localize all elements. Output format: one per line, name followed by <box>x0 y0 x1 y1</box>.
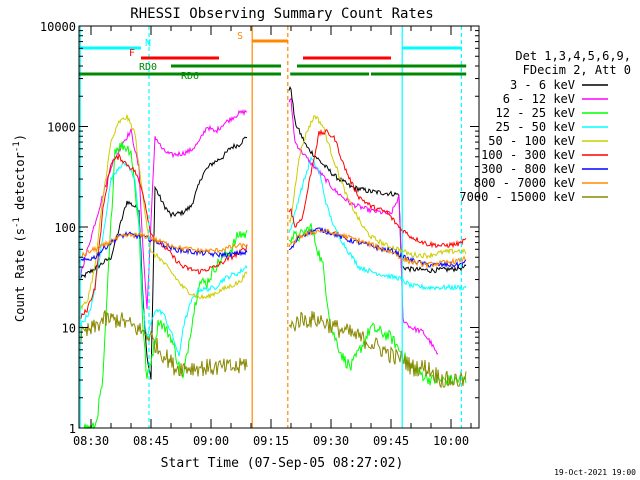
legend-label-7: 300 - 800 keV <box>481 162 575 176</box>
x-tick-label: 09:15 <box>253 434 289 448</box>
x-tick-label: 08:30 <box>73 434 109 448</box>
legend-label-8: 800 - 7000 keV <box>474 176 575 190</box>
series-line-5 <box>78 114 467 311</box>
chart-title: RHESSI Observing Summary Count Rates <box>130 6 433 22</box>
legend: Det 1,3,4,5,6,9, FDecim 2, Att 0 3 - 6 k… <box>459 49 631 204</box>
series-line-6 <box>78 128 467 320</box>
x-tick-label: 09:00 <box>193 434 229 448</box>
x-tick-label: 09:30 <box>313 434 349 448</box>
y-axis-label: Count Rate (s-1 detector-1) <box>12 134 27 322</box>
series-line-8 <box>78 228 467 270</box>
y-tick-label: 10 <box>62 322 76 336</box>
series-line-9 <box>78 310 467 389</box>
flag-label-s: S <box>237 31 243 42</box>
legend-header-line-2: FDecim 2, Att 0 <box>523 63 631 77</box>
timestamp: 19-Oct-2021 19:00 <box>554 468 636 477</box>
legend-label-9: 7000 - 15000 keV <box>459 190 575 204</box>
series-line-4 <box>78 155 467 357</box>
x-axis-label: Start Time (07-Sep-05 08:27:02) <box>161 456 404 471</box>
y-tick-label: 1000 <box>47 121 76 135</box>
series-line-1 <box>78 85 467 380</box>
plot-area: N S F RD0 RD6 1 10 100 1000 10000 08:30 08:45 09:00 0… <box>40 20 480 448</box>
flag-label-rd0: RD0 <box>139 62 157 73</box>
legend-label-5: 50 - 100 keV <box>488 134 575 148</box>
y-tick-label: 100 <box>54 221 76 235</box>
x-tick-label: 08:45 <box>133 434 169 448</box>
series-line-2 <box>78 97 439 355</box>
x-tick-label: 10:00 <box>433 434 469 448</box>
legend-label-1: 3 - 6 keV <box>510 78 575 92</box>
legend-header-line-1: Det 1,3,4,5,6,9, <box>515 49 631 63</box>
flag-label-rd6: RD6 <box>181 71 199 82</box>
legend-label-6: 100 - 300 keV <box>481 148 575 162</box>
legend-label-3: 12 - 25 keV <box>496 106 575 120</box>
y-tick-label: 10000 <box>40 20 76 34</box>
flag-label-n: N <box>145 38 151 49</box>
y-tick-label: 1 <box>69 422 76 436</box>
x-tick-label: 09:45 <box>373 434 409 448</box>
flag-label-f: F <box>129 48 135 59</box>
legend-label-2: 6 - 12 keV <box>503 92 575 106</box>
legend-label-4: 25 - 50 keV <box>496 120 575 134</box>
